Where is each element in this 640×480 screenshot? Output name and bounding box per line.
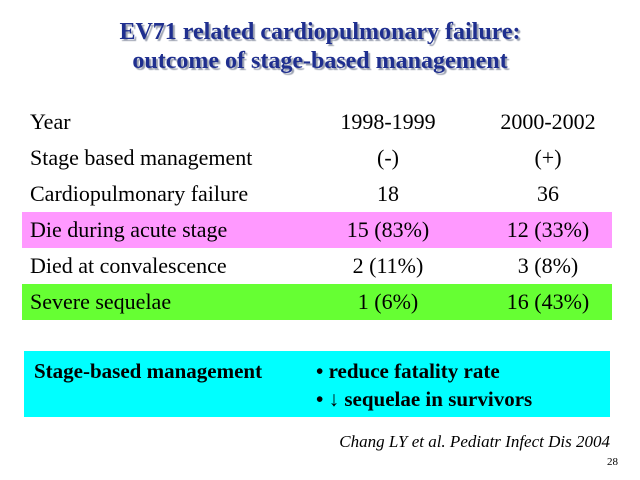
summary-box: Stage-based management • reduce fatality… bbox=[24, 351, 610, 417]
summary-label: Stage-based management bbox=[34, 359, 263, 383]
cell-2000-2002: 3 (8%) bbox=[517, 253, 579, 278]
row-label: Died at convalescence bbox=[30, 253, 227, 278]
cell-1998-1999: (-) bbox=[377, 145, 399, 170]
slide-title: EV71 related cardiopulmonary failure: ou… bbox=[0, 18, 640, 76]
summary-point-sequelae: • ↓ sequelae in survivors bbox=[316, 387, 533, 411]
cell-1998-1999: 15 (83%) bbox=[346, 217, 430, 242]
cell-2000-2002: 36 bbox=[537, 181, 559, 206]
table-row: Year 1998-1999 2000-2002 bbox=[22, 104, 612, 140]
cell-2000-2002: 12 (33%) bbox=[506, 217, 590, 242]
row-label: Cardiopulmonary failure bbox=[30, 181, 249, 206]
cell-2000-2002: 2000-2002 bbox=[500, 109, 596, 134]
row-label: Severe sequelae bbox=[30, 289, 172, 314]
title-line-1: EV71 related cardiopulmonary failure: bbox=[119, 19, 521, 45]
title-line-2: outcome of stage-based management bbox=[132, 48, 508, 74]
table-row: Cardiopulmonary failure 18 36 bbox=[22, 176, 612, 212]
outcome-table: Year 1998-1999 2000-2002 Stage based man… bbox=[22, 104, 612, 320]
citation: Chang LY et al. Pediatr Infect Dis 2004 bbox=[339, 432, 610, 451]
cell-1998-1999: 18 bbox=[377, 181, 399, 206]
row-label: Year bbox=[30, 109, 71, 134]
cell-1998-1999: 1 (6%) bbox=[357, 289, 419, 314]
row-label: Stage based management bbox=[30, 145, 253, 170]
table-row: Died at convalescence 2 (11%) 3 (8%) bbox=[22, 248, 612, 284]
cell-1998-1999: 1998-1999 bbox=[340, 109, 436, 134]
summary-point-fatality: • reduce fatality rate bbox=[316, 359, 500, 383]
page-number: 28 bbox=[607, 456, 618, 468]
row-label: Die during acute stage bbox=[30, 217, 228, 242]
cell-2000-2002: 16 (43%) bbox=[506, 289, 590, 314]
table-row: Stage based management (-) (+) bbox=[22, 140, 612, 176]
table-row-highlight-pink: Die during acute stage 15 (83%) 12 (33%) bbox=[22, 212, 612, 248]
cell-2000-2002: (+) bbox=[534, 145, 562, 170]
table-row-highlight-green: Severe sequelae 1 (6%) 16 (43%) bbox=[22, 284, 612, 320]
cell-1998-1999: 2 (11%) bbox=[352, 253, 424, 278]
